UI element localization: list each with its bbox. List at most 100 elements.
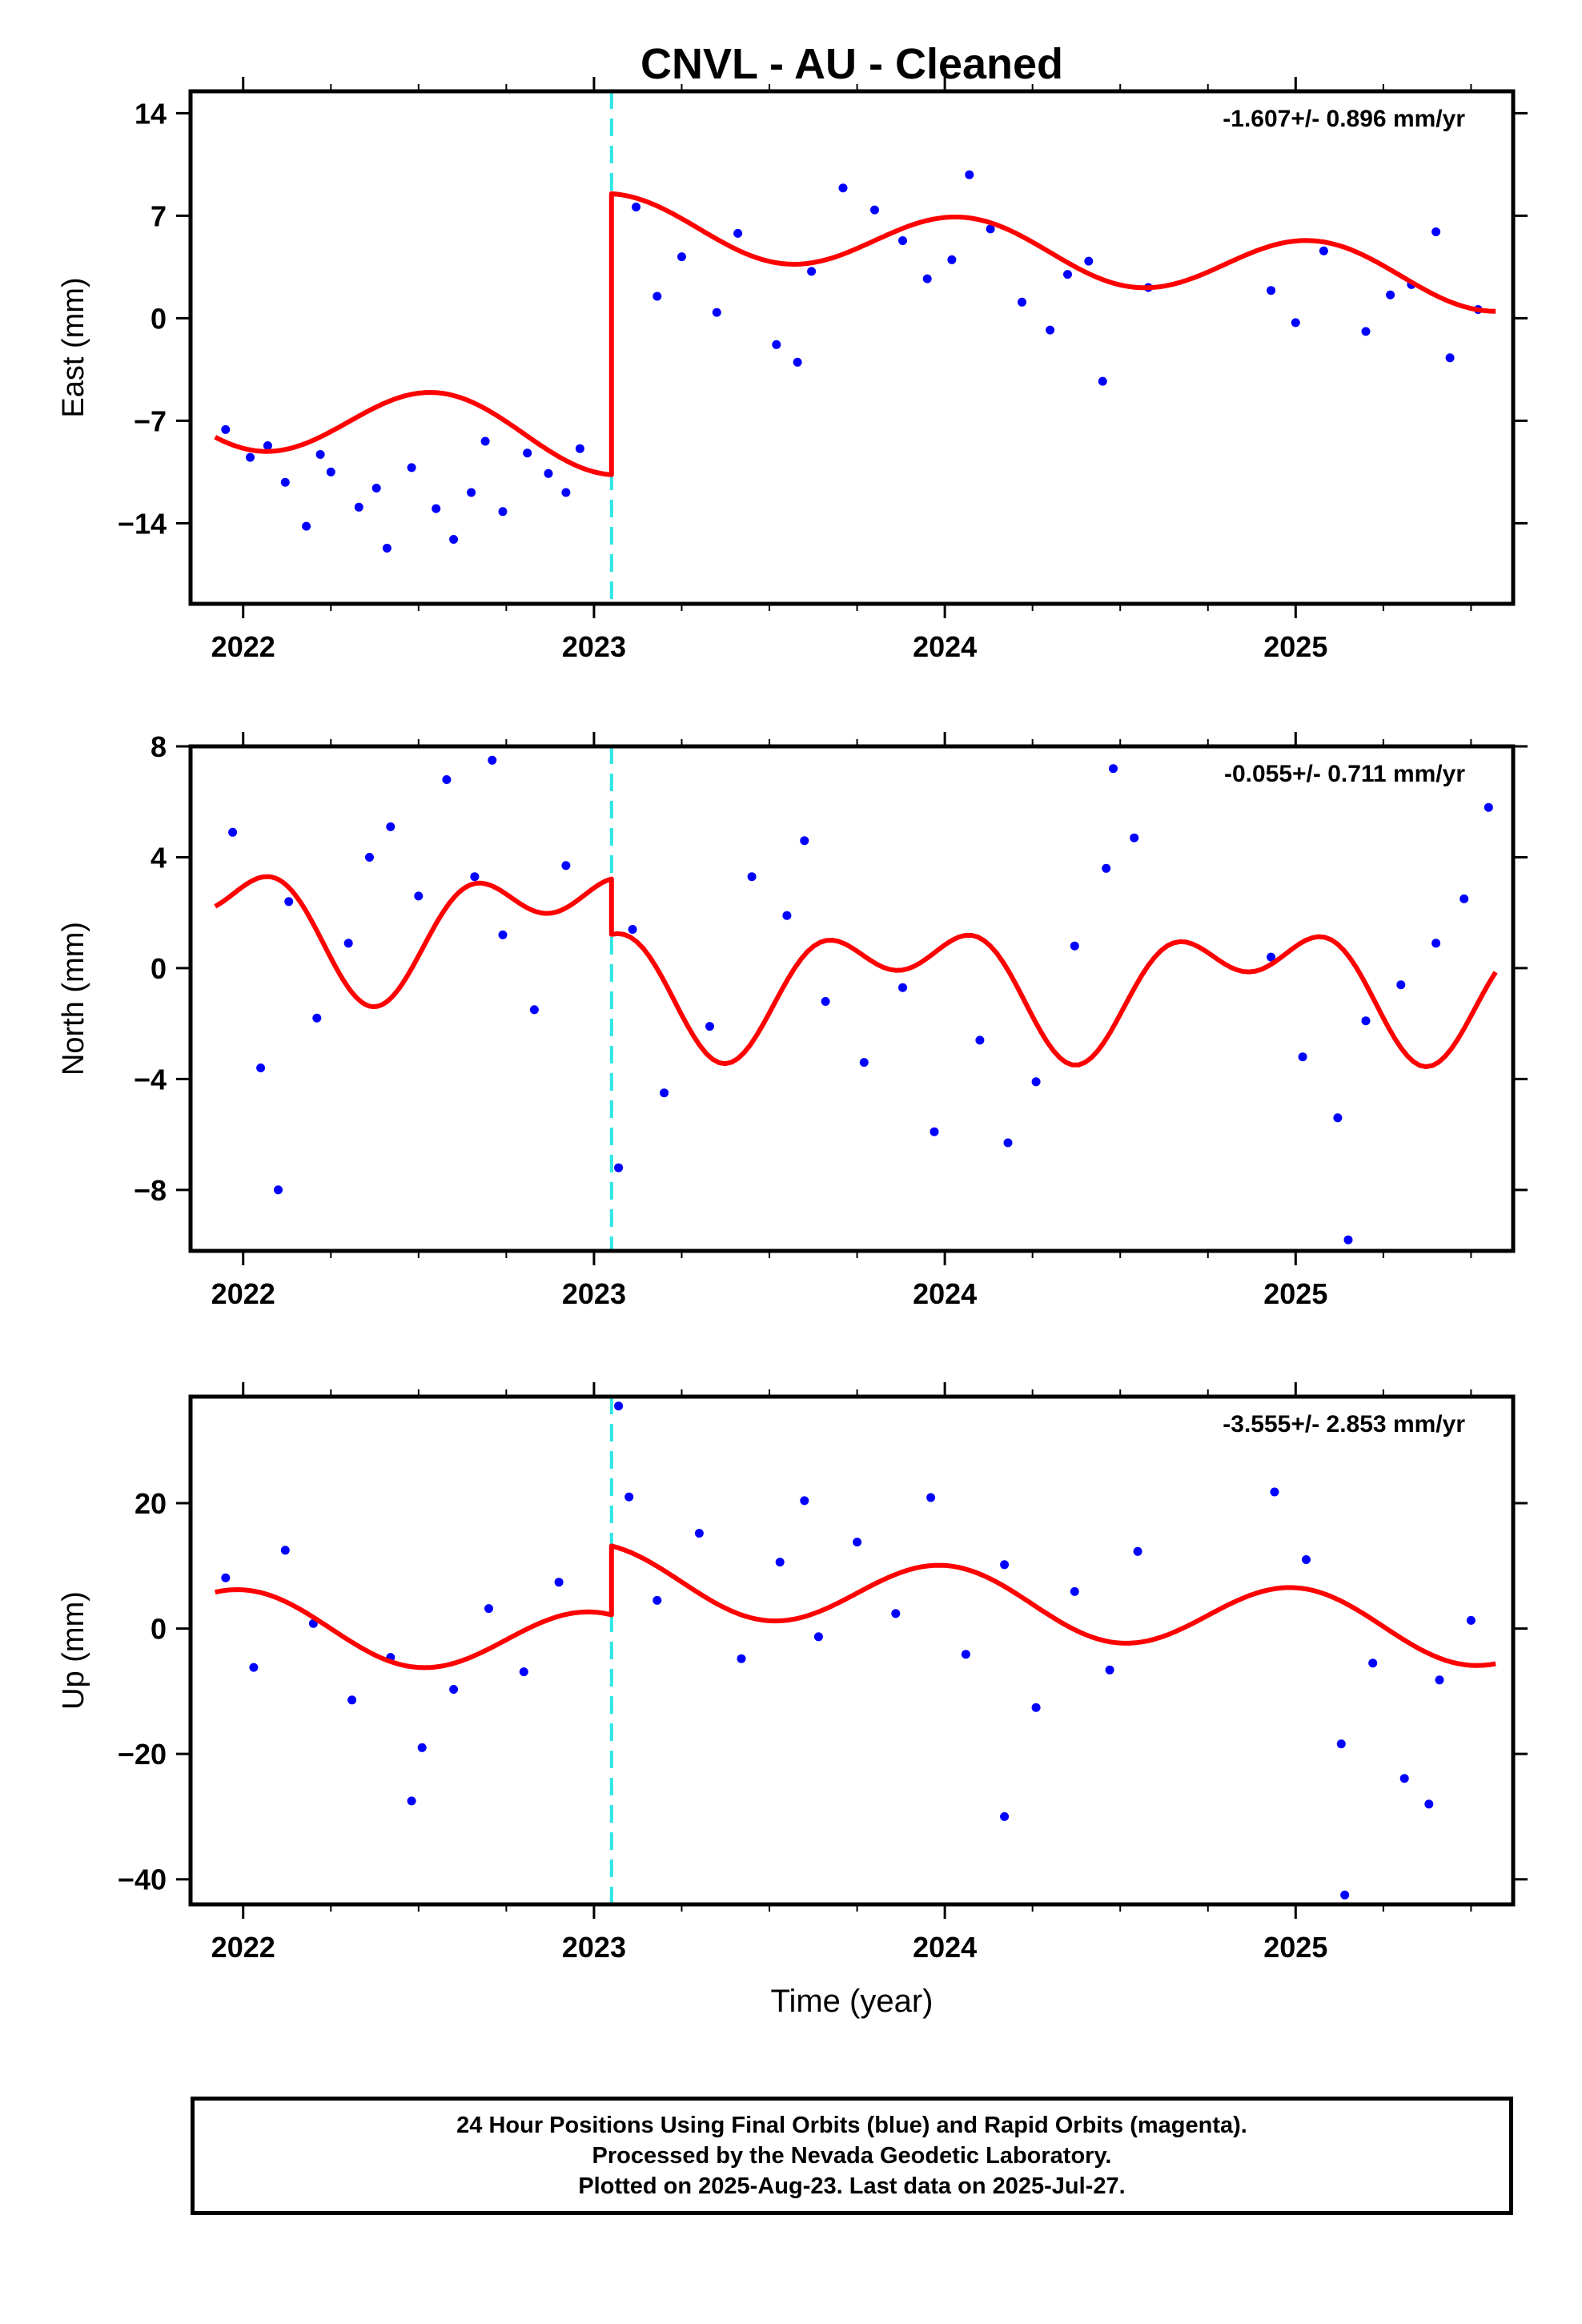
data-point [821,997,830,1006]
data-point [484,1604,493,1614]
data-point [470,872,480,882]
data-point [930,1127,939,1136]
data-point [628,925,637,934]
data-point [371,484,381,493]
data-point [1368,1659,1378,1668]
data-point [1084,256,1094,266]
x-tick-label: 2023 [562,1931,626,1964]
data-point [414,891,424,901]
data-point [407,463,416,472]
data-point [870,205,879,215]
footer-line-orbits: 24 Hour Positions Using Final Orbits (bl… [456,2113,1247,2138]
data-point [1435,1675,1444,1685]
y-tick-label: 14 [135,97,167,130]
data-point [922,274,932,283]
data-point [343,939,353,948]
y-tick-label: −40 [118,1864,167,1896]
plot-frame [188,1394,1516,1907]
y-tick-label: 20 [135,1487,167,1520]
data-point [1460,894,1469,903]
model-fit-line [214,191,1496,477]
data-point [807,267,817,276]
data-point [898,983,907,992]
chart-title: CNVL - AU - Cleaned [640,40,1063,88]
data-point [1333,1113,1343,1123]
model-fit-line [214,874,1498,1069]
x-tick-label: 2023 [562,1277,626,1310]
data-point [800,1496,809,1506]
data-point [926,1493,936,1502]
up-panel: 20 0 −20 −40 2022 2023 2024 2025 Up (mm) -3.555+/… [57,1382,1528,2019]
data-point [263,441,272,450]
data-point [529,1005,539,1015]
y-tick-label: 0 [151,952,167,985]
data-point [1386,290,1395,300]
data-point [1105,1665,1114,1675]
data-point [365,853,374,862]
data-point [386,822,396,831]
data-point [544,468,553,478]
data-point [782,911,792,920]
y-axis-label: Up (mm) [57,1591,90,1710]
data-point [891,1609,901,1618]
data-point [280,1546,290,1555]
data-point [614,1163,624,1172]
velocity-rate-label: -0.055+/- 0.711 mm/yr [1224,761,1465,787]
data-point [660,1088,669,1098]
y-tick-label: 4 [151,841,167,874]
data-point [624,1492,634,1502]
data-point [775,1558,785,1567]
data-point [1343,1235,1353,1244]
data-point [614,1401,624,1411]
data-point [498,930,508,939]
data-point [554,1578,564,1587]
y-tick-label: 8 [151,730,167,763]
data-point [326,467,335,476]
data-point [975,1035,985,1045]
data-point [1484,802,1493,812]
data-point [1000,1560,1010,1570]
data-point [347,1695,357,1705]
footer-info-box: 24 Hour Positions Using Final Orbits (bl… [191,2097,1513,2215]
data-point [221,424,231,434]
x-tick-label: 2024 [913,630,977,663]
x-tick-label: 2022 [211,1931,275,1964]
data-point [1431,939,1441,948]
data-point [432,504,441,513]
data-point [1340,1890,1350,1900]
x-tick-label: 2022 [211,1277,275,1310]
data-point [1031,1077,1041,1087]
data-point [1133,1546,1142,1556]
data-point [1431,227,1441,236]
x-tick-label: 2024 [913,1931,977,1964]
model-fit-line [215,1543,1496,1671]
plot-frame [188,89,1516,606]
data-point [382,544,391,553]
data-point [1424,1799,1434,1809]
data-point [1466,1615,1476,1625]
data-point [1396,980,1406,990]
data-point [1070,1586,1079,1596]
y-tick-label: 0 [151,1613,167,1646]
north-panel: 8 4 0 −4 −8 2022 2023 2024 2025 North (mm) -0.055+… [57,730,1528,1310]
data-point [249,1663,259,1672]
footer-line-plotted: Plotted on 2025-Aug-23. Last data on 202… [578,2173,1126,2199]
data-point [221,1573,231,1582]
east-panel: 14 7 0 −7 −14 2022 2023 2024 2025 East (mm) -1.607… [57,77,1528,663]
x-axis-label: Time (year) [771,1984,934,2019]
data-point [246,452,255,462]
velocity-rate-label: -3.555+/- 2.853 mm/yr [1223,1411,1465,1437]
data-point [417,1743,427,1752]
data-point [302,521,311,531]
data-point [1070,941,1079,951]
data-point [1336,1739,1346,1749]
data-point [449,535,459,544]
data-point [947,255,957,264]
data-point [523,448,532,458]
data-point [733,228,743,238]
y-tick-label: 0 [151,302,167,335]
y-tick-label: −14 [118,507,167,540]
data-point [480,436,490,446]
x-tick-label: 2025 [1263,1277,1327,1310]
data-point [793,357,802,367]
